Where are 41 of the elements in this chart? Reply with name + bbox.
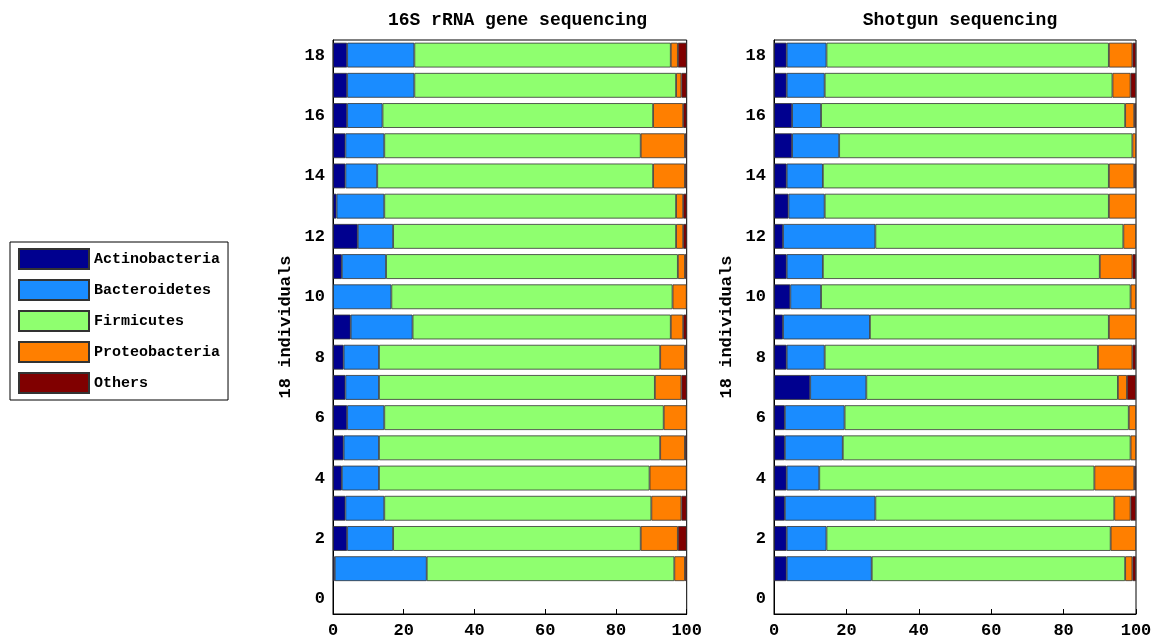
y-axis-title: 18 individuals bbox=[275, 255, 295, 399]
y-tick-label: 2 bbox=[314, 528, 325, 548]
y-tick-label: 16 bbox=[745, 106, 766, 126]
y-tick-label: 6 bbox=[314, 408, 325, 428]
legend-label: Firmicutes bbox=[94, 312, 185, 330]
y-tick-label: 6 bbox=[755, 408, 766, 428]
x-tick-label: 100 bbox=[1120, 621, 1152, 640]
y-tick-label: 10 bbox=[745, 287, 766, 307]
x-tick-label: 100 bbox=[671, 621, 702, 640]
y-tick-label: 12 bbox=[745, 226, 766, 246]
x-tick-label: 80 bbox=[1053, 621, 1074, 640]
y-tick-label: 14 bbox=[304, 166, 325, 186]
y-tick-label: 16 bbox=[304, 106, 325, 126]
chart-title: Shotgun sequencing bbox=[862, 10, 1058, 30]
y-tick-label: 14 bbox=[745, 166, 766, 186]
y-tick-label: 8 bbox=[314, 347, 325, 367]
x-tick-label: 80 bbox=[605, 621, 627, 640]
legend-label: Actinobacteria bbox=[94, 250, 221, 268]
y-tick-label: 0 bbox=[314, 589, 325, 609]
legend-label: Bacteroidetes bbox=[94, 281, 212, 299]
y-tick-label: 4 bbox=[755, 468, 766, 488]
x-tick-label: 0 bbox=[768, 621, 780, 640]
x-tick-label: 60 bbox=[981, 621, 1002, 640]
x-tick-label: 40 bbox=[908, 621, 929, 640]
x-tick-label: 0 bbox=[327, 621, 339, 640]
chart-title: 16S rRNA gene sequencing bbox=[387, 10, 648, 30]
y-tick-label: 18 bbox=[304, 45, 325, 65]
y-tick-label: 0 bbox=[755, 589, 766, 609]
y-tick-label: 4 bbox=[314, 468, 325, 488]
x-tick-label: 60 bbox=[535, 621, 556, 640]
x-tick-label: 40 bbox=[464, 621, 485, 640]
legend-label: Proteobacteria bbox=[94, 343, 221, 361]
y-tick-label: 8 bbox=[755, 347, 766, 367]
y-tick-label: 18 bbox=[745, 45, 766, 65]
y-tick-label: 10 bbox=[304, 287, 325, 307]
x-tick-label: 20 bbox=[836, 621, 857, 640]
y-tick-label: 12 bbox=[304, 226, 325, 246]
y-tick-label: 2 bbox=[755, 528, 766, 548]
y-axis-title: 18 individuals bbox=[716, 255, 736, 399]
legend-label: Others bbox=[94, 374, 149, 392]
x-tick-label: 20 bbox=[393, 621, 414, 640]
